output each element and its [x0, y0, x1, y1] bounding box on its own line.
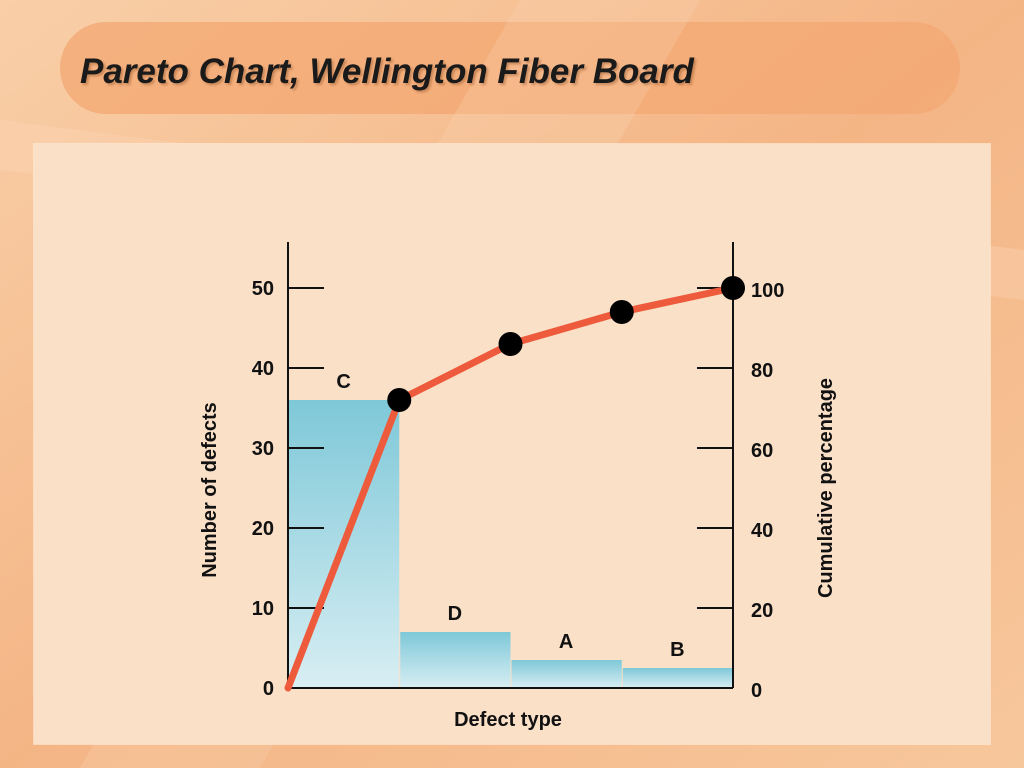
cumulative-point-a [609, 300, 634, 324]
y2-tick-label: 0 [751, 680, 762, 702]
y2-axis-label: Cumulative percentage [815, 378, 837, 598]
y-axis-label: Number of defects [199, 402, 221, 578]
cumulative-point-b [721, 276, 745, 300]
chart-panel [34, 144, 990, 744]
y-tick-label: 40 [252, 358, 274, 380]
cumulative-point-d [498, 332, 523, 356]
y2-tick-label: 80 [751, 360, 773, 382]
cumulative-line-group [284, 276, 745, 692]
bars-group: C D A B [289, 371, 733, 688]
y-tick-label: 30 [252, 438, 274, 460]
page-title: Pareto Chart, Wellington Fiber Board [80, 52, 694, 91]
y2-tick-label: 40 [751, 520, 773, 542]
y-tick-label: 0 [263, 678, 274, 700]
y2-tick-label: 60 [751, 440, 773, 462]
bar-label-d: D [448, 603, 462, 625]
y-tick-label: 20 [252, 518, 274, 540]
bar-label-b: B [670, 639, 684, 661]
axes-group [287, 242, 734, 689]
bar-b [622, 668, 733, 688]
bar-a [511, 660, 622, 688]
y-tick-label: 50 [252, 278, 274, 300]
bar-d [400, 632, 511, 688]
y2-tick-label: 20 [751, 600, 773, 622]
y-tick-label: 10 [252, 598, 274, 620]
bar-label-c: C [336, 371, 350, 393]
cumulative-point-c [387, 388, 412, 412]
ticks-group: 0 10 20 30 40 50 0 20 40 60 80 100 [252, 278, 785, 702]
y2-tick-label: 100 [751, 280, 784, 302]
bar-label-a: A [559, 631, 573, 653]
x-axis-label: Defect type [454, 709, 562, 731]
